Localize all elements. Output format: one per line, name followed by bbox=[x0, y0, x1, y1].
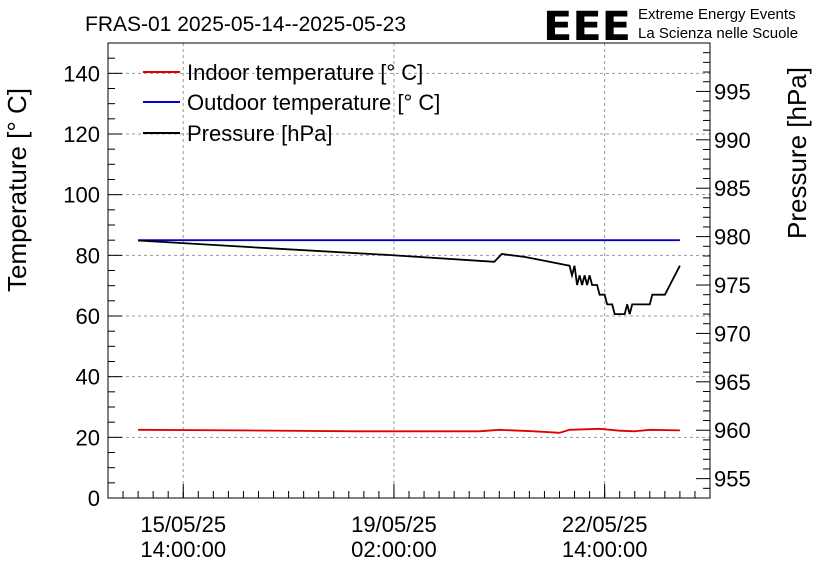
y2-tick-label: 975 bbox=[714, 273, 751, 298]
logo-caption-line2: La Scienza nelle Scuole bbox=[638, 25, 798, 42]
y-tick-label: 60 bbox=[76, 304, 100, 329]
eee-logo: EEE bbox=[543, 4, 631, 50]
y2-tick-label: 970 bbox=[714, 321, 751, 346]
y-tick-label: 140 bbox=[63, 61, 100, 86]
x-tick-label-date: 15/05/25 bbox=[140, 512, 226, 537]
y2-axis-label: Pressure [hPa] bbox=[782, 67, 812, 239]
y2-tick-label: 965 bbox=[714, 370, 751, 395]
x-tick-label-date: 19/05/25 bbox=[351, 512, 437, 537]
legend: Indoor temperature [° C] Outdoor tempera… bbox=[143, 60, 440, 146]
y-tick-label: 40 bbox=[76, 365, 100, 390]
x-tick-label-date: 22/05/25 bbox=[562, 512, 648, 537]
y2-tick-label: 980 bbox=[714, 225, 751, 250]
grid bbox=[108, 43, 710, 498]
y-axis-label: Temperature [° C] bbox=[2, 88, 32, 292]
chart-title: FRAS-01 2025-05-14--2025-05-23 bbox=[85, 13, 406, 36]
x-tick-label-time: 02:00:00 bbox=[351, 537, 437, 562]
y-tick-label: 80 bbox=[76, 243, 100, 268]
y-tick-label: 20 bbox=[76, 425, 100, 450]
x-tick-label-time: 14:00:00 bbox=[562, 537, 648, 562]
logo-caption-line1: Extreme Energy Events bbox=[638, 6, 796, 23]
y-tick-label: 100 bbox=[63, 183, 100, 208]
y2-tick-label: 990 bbox=[714, 128, 751, 153]
y2-tick-label: 960 bbox=[714, 418, 751, 443]
y2-tick-label: 995 bbox=[714, 79, 751, 104]
axes: 0 20 40 60 80 100 120 140 955 960 965 970 975 980 985 9… bbox=[63, 42, 751, 562]
series-line-pressure bbox=[138, 239, 681, 316]
x-tick-label-time: 14:00:00 bbox=[140, 537, 226, 562]
y2-tick-label: 955 bbox=[714, 467, 751, 492]
y-tick-label: 0 bbox=[88, 486, 100, 511]
series-layer bbox=[138, 239, 681, 434]
legend-label-indoor: Indoor temperature [° C] bbox=[187, 60, 423, 85]
legend-label-outdoor: Outdoor temperature [° C] bbox=[187, 90, 440, 115]
y-tick-label: 120 bbox=[63, 122, 100, 147]
legend-label-pressure: Pressure [hPa] bbox=[187, 121, 333, 146]
y2-tick-label: 985 bbox=[714, 176, 751, 201]
series-line-indoor bbox=[138, 427, 680, 434]
